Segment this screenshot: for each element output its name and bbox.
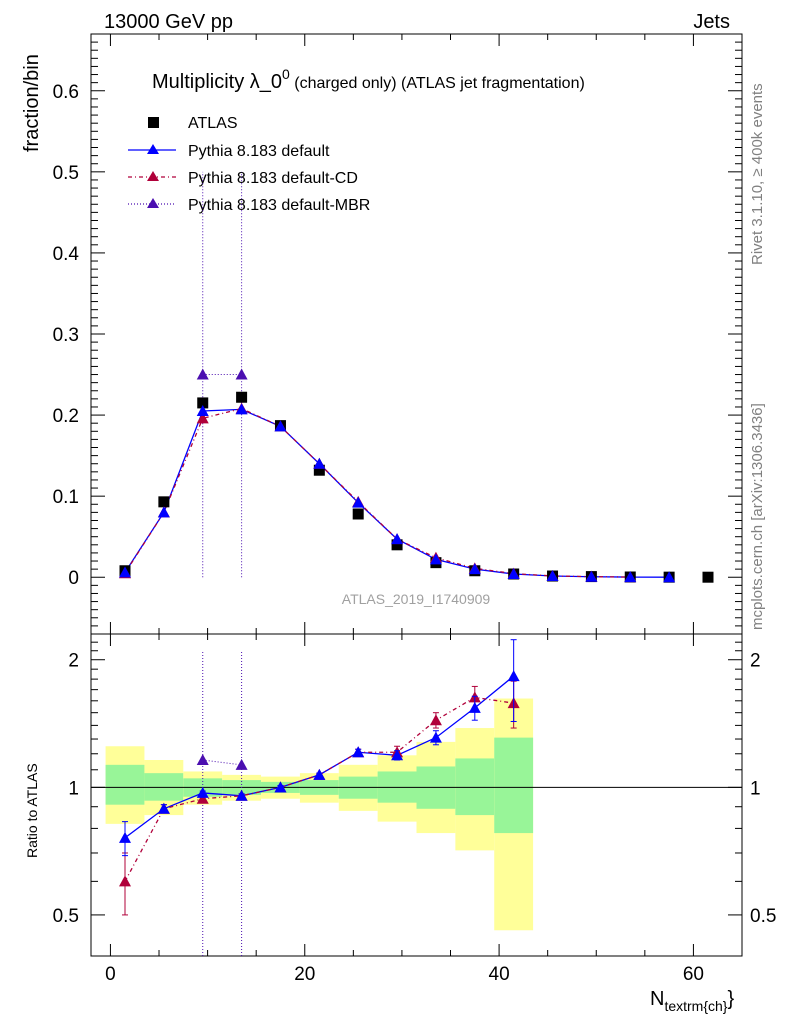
ratio-point-1: [196, 786, 209, 798]
series-point-1: [235, 403, 248, 415]
series-point-1: [468, 563, 481, 575]
ratio-point-1: [391, 749, 404, 761]
x-tick-label: 40: [489, 964, 510, 985]
legend: ATLAS Pythia 8.183 default Pythia 8.183 …: [128, 115, 370, 214]
legend-label-cd: Pythia 8.183 default-CD: [188, 170, 358, 187]
series-point-1: [429, 553, 442, 565]
ratio-point-1: [352, 746, 365, 758]
legend-label-mbr: Pythia 8.183 default-MBR: [188, 197, 370, 214]
ratio-point-1: [313, 768, 326, 780]
series-point-1: [352, 496, 365, 508]
mcplots-label: mcplots.cern.ch [arXiv:1306.3436]: [749, 403, 766, 630]
green-band: [105, 764, 145, 805]
legend-label-default: Pythia 8.183 default: [188, 143, 330, 160]
title-rest: (charged only) (ATLAS jet fragmentation): [290, 75, 585, 92]
series-point-1: [663, 571, 676, 583]
ratio-point-1: [468, 701, 481, 713]
header-left: 13000 GeV pp: [104, 11, 233, 33]
ratio-point-1: [157, 802, 170, 814]
y-tick-label: 0.2: [53, 406, 79, 427]
series-point-1: [546, 570, 559, 582]
ratio-point-1: [507, 670, 520, 682]
atlas-point: [352, 508, 364, 520]
ratio-point-2: [429, 714, 442, 726]
legend-marker-default: [147, 144, 159, 154]
series-point-1: [507, 568, 520, 579]
ratio-frame: [90, 633, 743, 957]
y-tick-label: 0.1: [53, 487, 79, 508]
green-band: [494, 737, 534, 834]
ratio-tick-label-right: 0.5: [750, 906, 776, 927]
title-superscript: 0: [282, 66, 290, 82]
x-tick-label: 20: [294, 964, 315, 985]
y-tick-label: 0.4: [53, 244, 80, 265]
ratio-point-1: [235, 789, 248, 801]
x-tick-label: 0: [105, 964, 116, 985]
ratio-point-1: [119, 831, 132, 843]
atlas-point: [236, 391, 248, 403]
ratio-point-1: [274, 781, 287, 793]
series-point-1: [585, 570, 598, 582]
ratio-tick-label: 1: [68, 778, 79, 799]
mbr-ratio-line: [202, 759, 242, 766]
ratio-point-2: [196, 792, 209, 804]
series-point-1: [119, 566, 132, 578]
series-point-2: [196, 412, 209, 424]
x-tick-label: 60: [683, 964, 704, 985]
x-axis-label: Ntextrm{ch}}: [650, 988, 734, 1014]
series-point-1: [196, 405, 209, 417]
series-point-1: [157, 506, 170, 518]
series-point-1: [624, 571, 637, 583]
chart-layer: 0 20 40 60 0 0.1 0.2 0.3 0.4 0.5 0.6 0.5 0.5 1 1 2 2: [53, 33, 776, 985]
series-line-2: [124, 407, 631, 578]
atlas-point: [158, 496, 170, 508]
series-point-1: [313, 457, 326, 469]
mbr-point: [235, 368, 248, 380]
title-main: Multiplicity λ_0: [152, 71, 282, 93]
x-label-sub: textrm{ch}: [664, 998, 727, 1014]
y-tick-label: 0.3: [53, 325, 79, 346]
legend-label-atlas: ATLAS: [188, 115, 238, 132]
plot-title: Multiplicity λ_00 (charged only) (ATLAS …: [152, 66, 585, 93]
mbr-ratio-point: [235, 758, 248, 770]
green-band: [455, 758, 495, 816]
mbr-point: [196, 368, 209, 380]
y-tick-label: 0.6: [53, 82, 79, 103]
header-right: Jets: [693, 11, 730, 33]
ratio-tick-label-right: 1: [750, 778, 761, 799]
y-tick-label: 0.5: [53, 163, 79, 184]
ratio-tick-label-right: 2: [750, 651, 761, 672]
legend-marker-cd: [147, 171, 159, 181]
atlas-point: [313, 464, 325, 476]
series-point-1: [274, 420, 287, 432]
y-tick-label: 0: [68, 568, 79, 589]
series-line-1: [124, 408, 670, 578]
series-point-1: [391, 533, 404, 545]
watermark: ATLAS_2019_I1740909: [342, 591, 491, 607]
legend-marker-atlas: [148, 117, 159, 128]
x-label-main: N: [650, 988, 664, 1010]
atlas-point: [702, 571, 714, 583]
y-axis-label: fraction/bin: [21, 54, 43, 152]
mbr-ratio-point: [196, 754, 209, 766]
ratio-tick-label: 0.5: [53, 906, 79, 927]
ratio-tick-label: 2: [68, 651, 79, 672]
legend-marker-mbr: [147, 198, 159, 208]
atlas-point: [197, 397, 209, 409]
ratio-y-axis-label: Ratio to ATLAS: [24, 763, 40, 858]
ratio-point-2: [119, 875, 132, 887]
atlas-point: [391, 539, 403, 551]
rivet-label: Rivet 3.1.10, ≥ 400k events: [749, 83, 766, 265]
x-label-end: }: [727, 988, 734, 1010]
ratio-point-1: [429, 731, 442, 743]
